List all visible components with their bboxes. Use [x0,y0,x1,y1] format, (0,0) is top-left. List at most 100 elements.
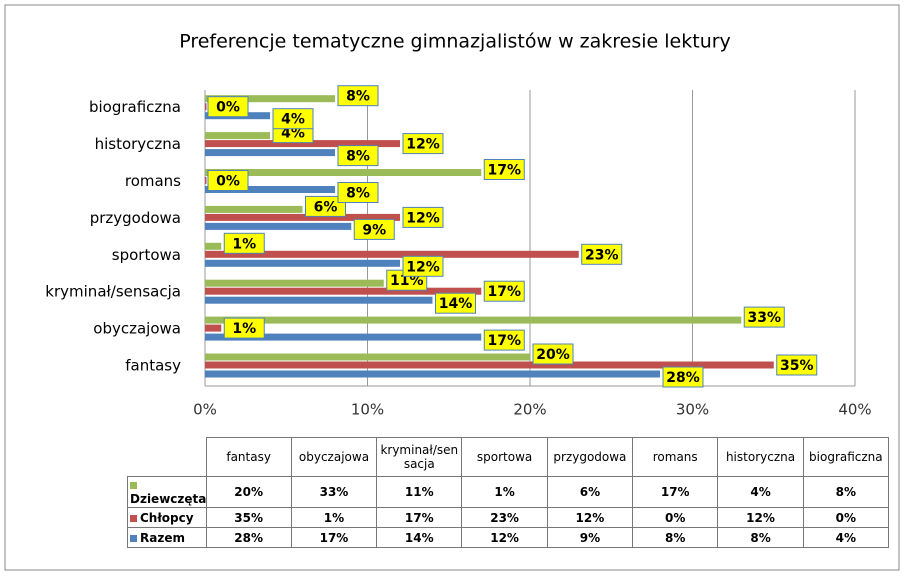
table-cell: 8% [632,527,719,548]
data-label: 14% [439,296,473,312]
bar [205,140,400,148]
data-label: 4% [281,112,305,128]
column-header: fantasy [205,437,292,477]
x-tick-label: 0% [193,401,217,419]
label-box [353,218,395,240]
data-label: 8% [346,149,370,165]
table-cell: 6% [546,476,634,508]
column-header: kryminał/sensacja [376,437,463,477]
y-tick-label: kryminał/sensacja [45,283,181,301]
bar [205,186,335,193]
corner [128,438,207,477]
bar [205,132,270,140]
table-cell: 12% [461,527,548,548]
data-label: 9% [362,222,386,238]
legend-key [130,514,137,522]
label-box [402,133,444,155]
table-cell: 17% [290,527,378,548]
bar [205,103,207,111]
data-label: 11% [390,273,424,289]
table-row: Dziewczęta 20% 33% 11% 1% 6% 17% 4% 8% [127,476,890,508]
legend-label: Razem [140,530,185,545]
data-label: 0% [216,100,240,116]
table-cell: 33% [290,476,378,508]
data-label: 17% [487,163,521,179]
data-label: 0% [216,174,240,190]
table-cell: 20% [205,476,292,508]
label-box [207,170,249,191]
label-box [483,329,525,351]
data-label: 33% [747,310,781,326]
column-header: biograficzna [802,437,890,477]
bar [205,177,207,184]
table-cell: 17% [376,507,463,528]
y-tick-label: historyczna [95,135,181,153]
label-box [483,159,525,180]
data-label: 23% [585,247,619,263]
column-header: sportowa [461,437,548,477]
table-cell: 1% [461,476,548,508]
label-box [337,145,379,167]
table-cell: 12% [546,507,634,528]
data-label: 8% [346,89,370,105]
table-cell: 12% [717,507,804,528]
table-cell: 35% [205,507,292,528]
table-cell: 28% [205,527,292,548]
table-cell: 1% [290,507,378,528]
data-label: 35% [780,358,814,374]
bar [205,353,530,361]
x-tick-label: 30% [676,401,709,419]
table-cell: 17% [632,476,719,508]
label-box [207,96,249,118]
legend-key [130,534,137,542]
data-label: 8% [346,186,370,202]
bar [205,287,482,295]
bar [205,259,400,267]
legend-cell: Chłopcy [127,507,207,528]
bar [205,333,482,341]
bar [205,316,742,324]
y-tick-label: biograficzna [89,98,181,116]
y-tick-label: przygodowa [90,209,181,227]
label-box [402,206,444,228]
table-cell: 4% [802,527,890,548]
bar [205,250,579,258]
label-box [662,366,704,388]
label-box [305,195,346,217]
column-header: romans [632,437,719,477]
table-cell: 11% [376,476,463,508]
label-box [223,317,265,339]
y-tick-label: obyczajowa [93,320,181,338]
bar [205,149,335,157]
bar [205,324,222,332]
y-tick-label: fantasy [125,357,181,375]
table-header: fantasy obyczajowa kryminał/sensacja sporto… [128,437,890,477]
label-box [776,354,818,376]
table-cell: 14% [376,527,463,548]
bar [205,361,774,369]
label-box [532,343,574,365]
y-tick-label: romans [125,172,181,190]
table-cell: 4% [717,476,804,508]
legend-key [130,482,137,489]
table-cell: 9% [546,527,634,548]
label-box [337,85,379,107]
column-header: historyczna [717,437,804,477]
x-tick-label: 20% [513,401,546,419]
data-label: 28% [666,370,700,386]
bar [205,222,352,230]
y-tick-label: sportowa [112,246,181,264]
bar [205,370,660,378]
table-cell: 0% [802,507,890,528]
data-label: 4% [281,126,305,142]
label-box [337,182,379,203]
label-box [435,292,476,314]
data-table: fantasy obyczajowa kryminał/sensacja sporto… [127,437,890,548]
x-tick-label: 10% [351,401,384,419]
legend-label: Dziewczęta [130,492,207,506]
data-label: 12% [406,210,440,226]
bar [205,242,222,250]
bar [205,213,400,221]
data-label: 20% [536,347,570,363]
